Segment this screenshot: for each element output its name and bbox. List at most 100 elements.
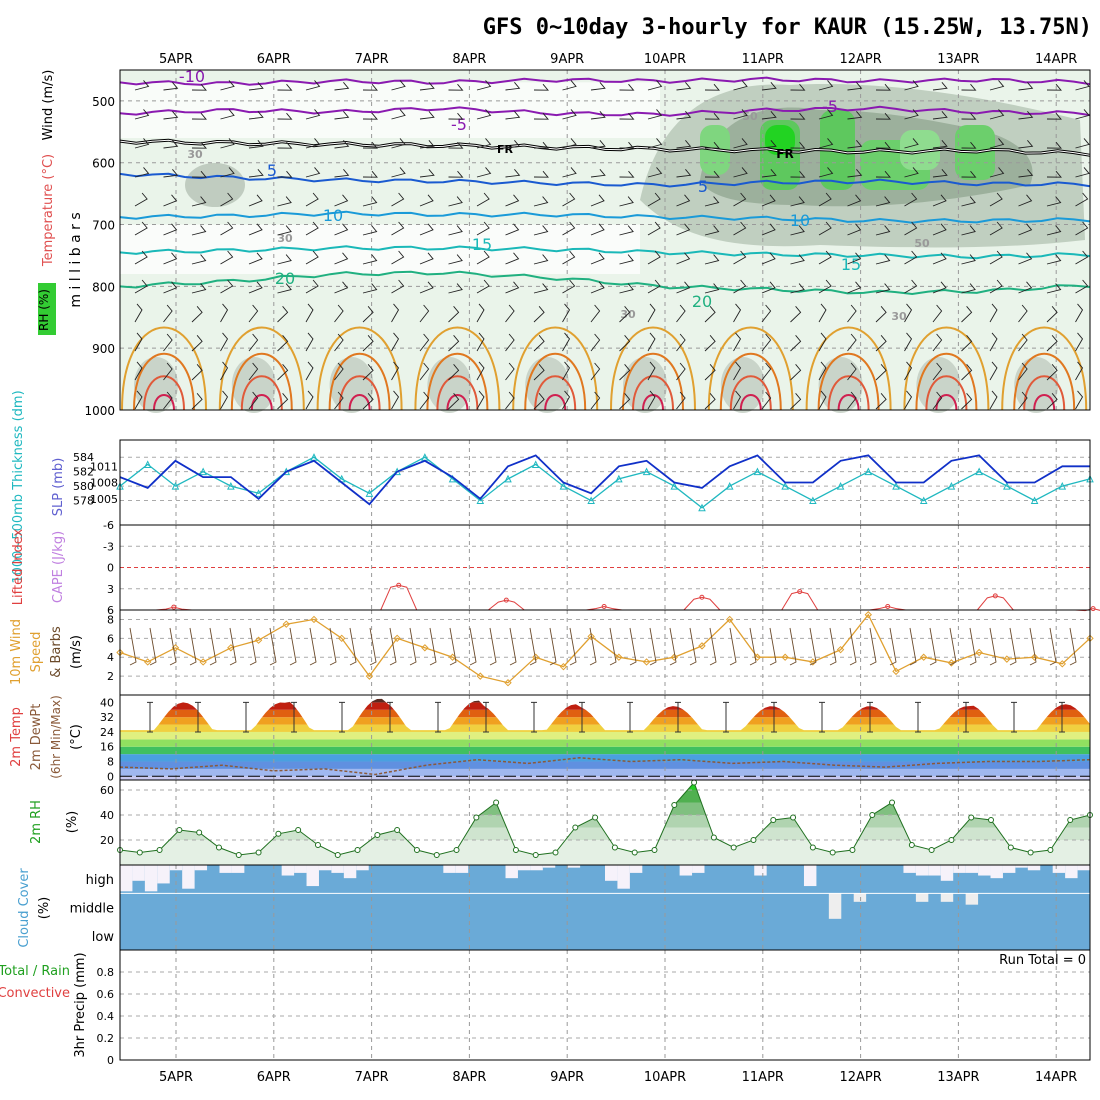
wind-point (615, 653, 623, 661)
wind-barb (847, 169, 863, 178)
wind-barb (562, 250, 576, 265)
wind-barb (590, 194, 605, 207)
ytick-temp: 0 (107, 770, 114, 783)
contour-label: -5 (451, 115, 467, 134)
wind-barb (818, 221, 832, 236)
wind-barb (334, 111, 350, 120)
panel-frame-precip (119, 949, 1091, 1061)
wind-barb (476, 192, 490, 207)
thickness-point (504, 474, 512, 483)
surface-wind-barb (369, 627, 377, 666)
wind-barb (989, 250, 1003, 265)
wind-barb (134, 109, 150, 120)
wind-point (698, 642, 706, 650)
temp-band (120, 717, 1090, 725)
cloud-mid-bar (915, 893, 929, 902)
wind-point (809, 658, 817, 666)
wind-barb (334, 169, 350, 178)
ytick-slp: 1008 (90, 477, 118, 490)
temp-ylabel: 2m Temp (9, 707, 24, 767)
wind-point (726, 615, 734, 624)
wind-barb (733, 303, 742, 323)
wind-barb (334, 333, 344, 352)
temp-minmax-bar (627, 701, 633, 733)
wind-point (920, 653, 928, 661)
wind-barb (875, 141, 891, 149)
ytick-thickness: 584 (73, 451, 94, 464)
warm-contour (925, 375, 968, 411)
ytick-slp: 1005 (90, 493, 118, 506)
warm-contour (414, 326, 501, 411)
date-label-top: 12APR (839, 52, 881, 67)
contour-label: 50 (914, 237, 930, 250)
wind-barb (647, 109, 663, 120)
cloud-high-bar (953, 865, 966, 873)
wind-barb (163, 111, 179, 120)
cloud-high-bar (1015, 865, 1028, 868)
wind-barb (163, 169, 179, 178)
wind-barb (334, 304, 344, 323)
wind-barb (676, 111, 692, 120)
wind-barb (1018, 111, 1034, 120)
wind-barb (647, 80, 663, 91)
wind-barb (476, 80, 492, 91)
li-peak (380, 584, 418, 611)
wind-barb (818, 138, 834, 149)
temp-ylabel4: (°C) (69, 724, 84, 750)
wind-barb (961, 283, 976, 294)
wind-barb (562, 361, 571, 381)
cloud-high-bar (443, 865, 456, 873)
wind-barb (419, 362, 430, 381)
date-label-top: 7APR (355, 52, 389, 67)
wind-barb (704, 170, 720, 178)
surface-wind-barb (449, 627, 457, 666)
temp-band (120, 746, 1090, 755)
warm-contour (338, 375, 381, 411)
isotherm--10 (119, 76, 1091, 86)
wind-barb (362, 112, 378, 120)
wind-barb (163, 194, 178, 207)
temp-minmax-bar (723, 701, 729, 733)
wind-barb (1018, 391, 1028, 410)
date-label-top: 10APR (644, 52, 686, 67)
ytick-temp: 8 (107, 756, 114, 769)
temp-minmax-bar (675, 701, 681, 733)
wind-barb (989, 109, 1005, 120)
cloud-high-bar (306, 865, 319, 887)
wind-barb (334, 281, 349, 294)
wind-barb (505, 82, 521, 91)
surface-wind-barb (669, 627, 677, 666)
wind-barb (761, 223, 776, 236)
date-label-top: 6APR (257, 52, 291, 67)
contour-label: -5 (822, 97, 838, 116)
cloud-high-bar (1027, 865, 1041, 871)
warm-contour (719, 353, 782, 411)
wind-barb (790, 83, 806, 91)
cloud-high-bar (567, 865, 581, 868)
wind-barb (989, 332, 998, 352)
wind-barb (362, 141, 378, 149)
cloud-high-bar (530, 865, 543, 871)
temp-bands (120, 698, 1090, 780)
wind-barb (619, 254, 634, 265)
rh-point (611, 844, 618, 851)
rh-point (156, 847, 163, 853)
li-peak (586, 605, 623, 611)
wind-barb (790, 112, 806, 120)
wind-legend-label: Wind (m/s) (41, 70, 56, 141)
contour-label: 20 (275, 269, 295, 288)
wind-barb (989, 361, 998, 381)
wind-barb (505, 223, 520, 236)
wind-point (254, 636, 263, 644)
surface-wind-barb (789, 627, 797, 666)
wind-barb (191, 141, 207, 149)
wind-barb (847, 281, 862, 294)
date-label-top: 11APR (742, 52, 784, 67)
wind-barb (619, 306, 631, 323)
wind-barb (818, 109, 834, 120)
wind-barb (733, 192, 747, 207)
ytick-rh: 20 (100, 834, 114, 847)
wind-barb (220, 332, 229, 352)
wind-barb (191, 335, 203, 352)
wind-barb (1046, 393, 1058, 410)
